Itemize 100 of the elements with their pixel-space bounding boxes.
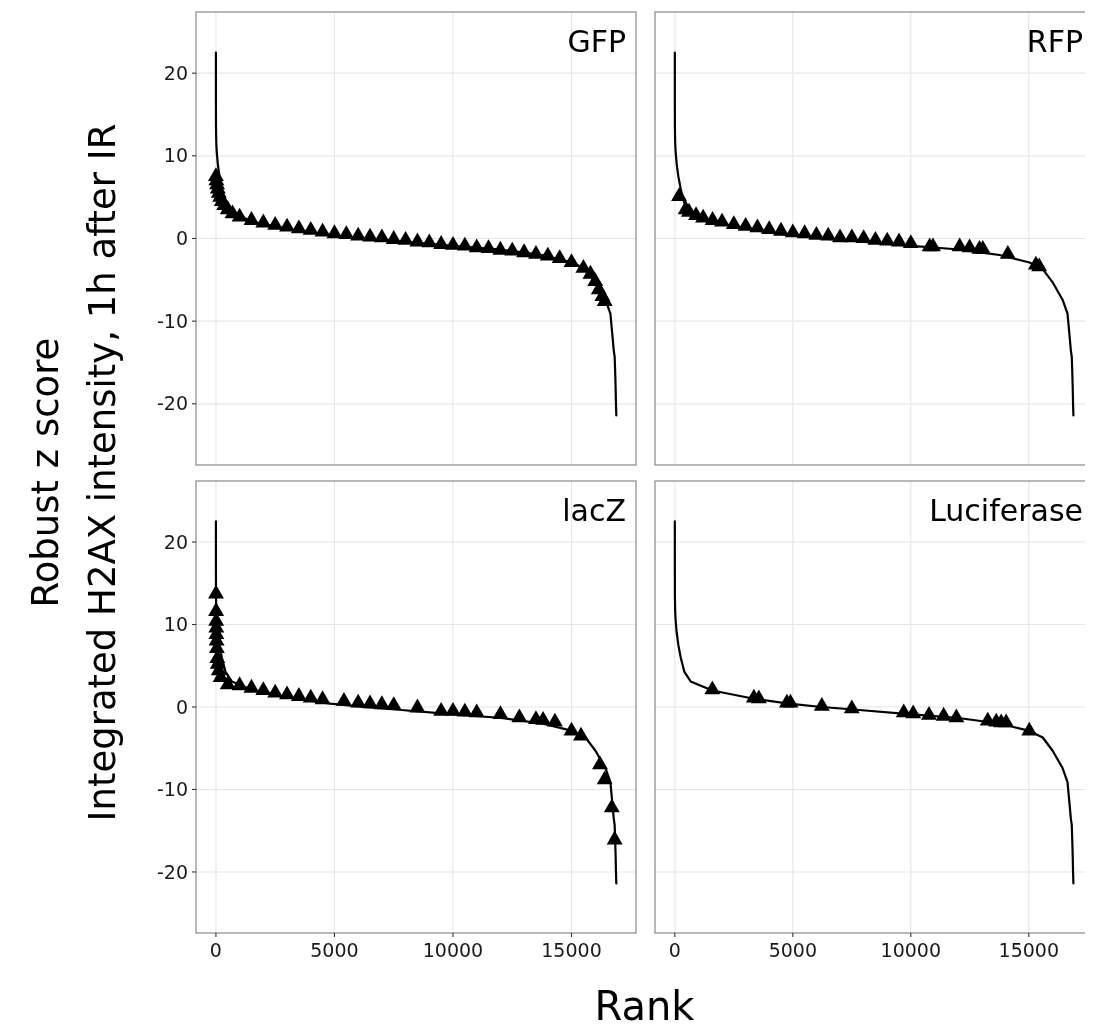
- chart-title: lacZ: [562, 493, 626, 528]
- point: [725, 215, 742, 230]
- point: [808, 225, 825, 240]
- point: [761, 220, 778, 235]
- point: [302, 688, 319, 703]
- x-tick-label: 15000: [541, 939, 602, 961]
- x-tick-label: 0: [668, 939, 681, 961]
- point: [1031, 257, 1048, 272]
- point: [539, 246, 556, 261]
- y-axis-title: Robust z score Integrated H2AX intensity, 1h after IR: [24, 123, 124, 822]
- x-tick-label: 15000: [998, 939, 1060, 961]
- y-tick-label: -20: [156, 392, 188, 415]
- point: [563, 253, 580, 268]
- y-tick-label: -20: [156, 860, 188, 883]
- point: [843, 228, 860, 243]
- x-axis-title: Rank: [594, 983, 696, 1029]
- point: [902, 234, 919, 249]
- point: [409, 698, 426, 713]
- y-tick-label: 20: [163, 61, 188, 84]
- x-tick-label: 10000: [422, 939, 484, 961]
- point: [468, 703, 485, 718]
- point: [504, 241, 521, 256]
- point: [279, 217, 295, 232]
- point: [891, 232, 907, 247]
- point: [796, 224, 813, 239]
- point: [749, 218, 766, 233]
- point: [279, 685, 295, 700]
- point: [338, 225, 355, 239]
- point: [773, 221, 789, 236]
- point: [573, 726, 589, 741]
- point: [820, 226, 837, 241]
- chart-title: RFP: [1026, 24, 1083, 59]
- point: [362, 694, 378, 709]
- point: [750, 689, 767, 704]
- point: [326, 224, 343, 239]
- point: [243, 678, 260, 693]
- point: [592, 755, 608, 770]
- point: [867, 230, 884, 245]
- point: [511, 708, 528, 723]
- point: [243, 211, 260, 225]
- point: [255, 213, 272, 228]
- point: [255, 681, 272, 696]
- chart-title: GFP: [567, 24, 626, 59]
- point: [373, 228, 390, 243]
- point: [516, 243, 533, 258]
- point: [546, 712, 563, 727]
- point: [905, 704, 922, 719]
- point: [433, 701, 450, 716]
- point: [843, 699, 860, 714]
- point: [492, 240, 509, 255]
- point: [302, 221, 319, 235]
- point: [832, 228, 848, 243]
- x-tick-label: 0: [209, 939, 222, 961]
- point: [813, 696, 830, 711]
- point: [231, 207, 248, 222]
- y-tick-label: 10: [163, 613, 188, 636]
- point: [998, 713, 1015, 728]
- point: [314, 690, 331, 705]
- point: [219, 675, 236, 690]
- x-tick-label: 5000: [768, 939, 817, 961]
- y-tick-label: 10: [163, 144, 188, 167]
- point: [921, 706, 937, 720]
- point: [373, 695, 390, 710]
- point: [208, 602, 225, 616]
- point: [421, 233, 438, 248]
- point: [999, 245, 1016, 259]
- y-tick-label: -10: [156, 778, 188, 801]
- point: [855, 229, 872, 244]
- point: [468, 238, 485, 253]
- point: [925, 237, 941, 252]
- point: [290, 219, 307, 234]
- point: [606, 830, 623, 845]
- point: [445, 235, 461, 250]
- point: [290, 687, 307, 701]
- point: [208, 584, 224, 599]
- point: [267, 683, 284, 698]
- point: [563, 721, 580, 736]
- point: [948, 708, 965, 723]
- y-tick-label: 20: [163, 530, 188, 553]
- x-tick-label: 5000: [310, 939, 359, 961]
- point: [445, 701, 461, 716]
- point: [335, 692, 352, 706]
- point: [350, 226, 367, 241]
- point: [480, 239, 497, 254]
- point: [879, 231, 896, 246]
- point: [603, 798, 620, 813]
- y-tick-label: -10: [156, 309, 188, 332]
- x-tick-label: 10000: [880, 939, 942, 961]
- point: [527, 245, 544, 259]
- point: [409, 232, 426, 247]
- point: [551, 249, 568, 263]
- point: [1021, 721, 1038, 736]
- point: [492, 705, 509, 720]
- point: [671, 187, 688, 201]
- point: [314, 222, 331, 237]
- point: [596, 770, 613, 785]
- y-tick-label: 0: [175, 695, 188, 718]
- point: [596, 292, 613, 306]
- point: [704, 680, 721, 695]
- point: [385, 230, 402, 244]
